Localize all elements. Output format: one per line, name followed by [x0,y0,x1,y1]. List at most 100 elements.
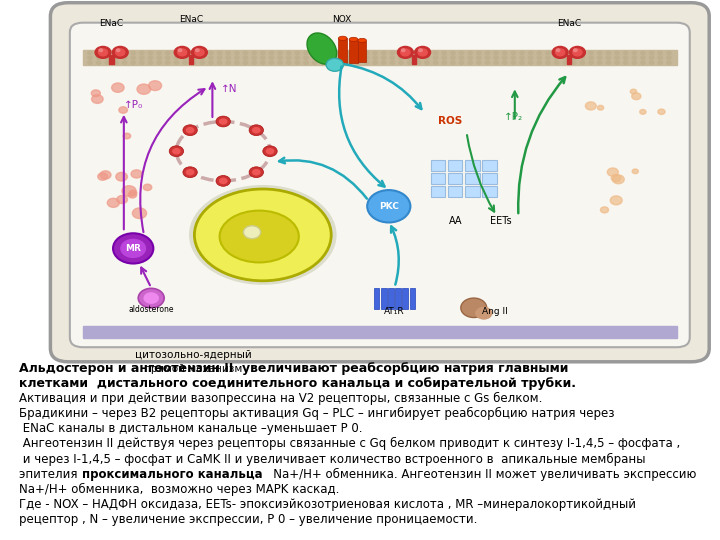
Text: Где - NOX – НАДФН оксидаза, EETs- эпоксиэйкозотриеновая кислота , MR –минералоко: Где - NOX – НАДФН оксидаза, EETs- эпокси… [19,498,636,511]
Circle shape [148,56,153,59]
Circle shape [641,56,645,59]
Text: Альдостерон и ангеотензин II  увеличивают реабсорбцию натрия главными: Альдостерон и ангеотензин II увеличивают… [19,362,569,375]
Circle shape [157,56,161,59]
Bar [448,173,462,184]
Circle shape [589,51,593,55]
Circle shape [226,51,230,55]
Circle shape [511,51,516,55]
Circle shape [287,61,291,64]
Circle shape [640,110,646,114]
Circle shape [88,56,92,59]
Circle shape [503,51,507,55]
Circle shape [304,56,308,59]
Circle shape [123,133,131,139]
Circle shape [402,49,405,51]
Circle shape [598,105,603,110]
Circle shape [96,61,101,64]
Circle shape [138,288,164,308]
Circle shape [183,56,187,59]
Circle shape [574,49,577,51]
Circle shape [611,174,621,181]
Circle shape [419,49,422,51]
Circle shape [105,51,109,55]
Circle shape [511,56,516,59]
Circle shape [143,292,159,304]
Circle shape [226,61,230,64]
Circle shape [552,46,568,58]
Circle shape [364,51,369,55]
Circle shape [183,61,187,64]
Bar [374,288,379,309]
Circle shape [461,298,487,318]
Bar [482,173,497,184]
Circle shape [658,51,662,55]
Text: Ангеотензин II действуя через рецепторы связанные с Gq белком приводит к синтезу: Ангеотензин II действуя через рецепторы … [19,437,680,450]
Circle shape [107,198,120,207]
Circle shape [459,56,464,59]
Circle shape [192,56,196,59]
Text: AA: AA [449,216,462,226]
Circle shape [367,190,410,222]
Circle shape [459,61,464,64]
Circle shape [330,56,334,59]
Circle shape [468,56,472,59]
Circle shape [649,61,654,64]
Circle shape [226,56,230,59]
Bar [189,55,193,64]
Text: PKC: PKC [379,202,399,211]
Circle shape [356,61,360,64]
Circle shape [416,51,420,55]
Circle shape [131,51,135,55]
Circle shape [278,51,282,55]
Circle shape [631,93,641,100]
Circle shape [120,239,146,258]
Circle shape [112,83,124,92]
Circle shape [321,56,325,59]
Circle shape [157,51,161,55]
Circle shape [122,61,127,64]
Circle shape [312,61,317,64]
Circle shape [261,56,265,59]
Circle shape [96,56,101,59]
Circle shape [528,51,533,55]
Circle shape [243,61,248,64]
Circle shape [520,56,524,59]
Circle shape [589,61,593,64]
Circle shape [418,49,427,56]
Circle shape [667,56,671,59]
Bar [448,186,462,197]
Circle shape [364,56,369,59]
Circle shape [209,61,213,64]
Circle shape [269,51,274,55]
Circle shape [243,51,248,55]
Circle shape [477,61,481,64]
Circle shape [148,61,153,64]
Text: ENaC каналы в дистальном канальце –уменьшает P 0.: ENaC каналы в дистальном канальце –умень… [19,422,363,435]
Circle shape [192,46,207,58]
Circle shape [100,171,111,179]
Circle shape [287,51,291,55]
Bar [83,50,677,65]
Circle shape [563,51,567,55]
Circle shape [580,51,585,55]
Ellipse shape [307,33,337,64]
Circle shape [356,51,360,55]
Circle shape [105,61,109,64]
Circle shape [528,61,533,64]
Circle shape [338,56,343,59]
Circle shape [563,56,567,59]
Circle shape [433,51,438,55]
Circle shape [116,172,127,181]
Bar [83,326,677,338]
Ellipse shape [189,185,337,285]
Circle shape [196,49,199,51]
Circle shape [114,51,118,55]
Circle shape [606,61,611,64]
Circle shape [485,56,490,59]
Circle shape [209,56,213,59]
Circle shape [338,61,343,64]
Text: AT₁R: AT₁R [384,307,405,316]
Circle shape [172,148,181,154]
Circle shape [572,61,576,64]
Circle shape [630,89,636,94]
